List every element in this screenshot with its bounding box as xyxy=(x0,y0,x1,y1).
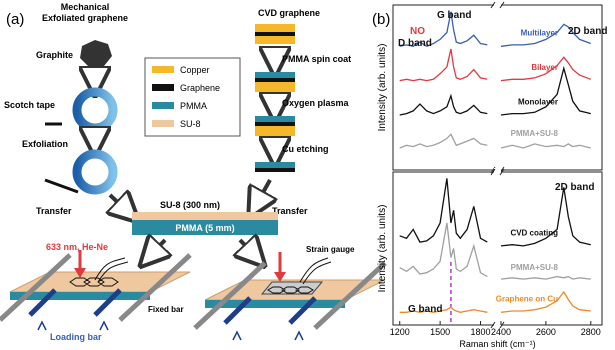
annotation: 2D band xyxy=(568,26,607,37)
series-label: CVD coating xyxy=(510,228,558,237)
axis-break xyxy=(494,1,501,9)
series-label: PMMA+SU-8 xyxy=(511,129,559,138)
legend-swatch xyxy=(152,84,174,91)
loading-bar-label: Loading bar xyxy=(50,332,102,342)
arrow xyxy=(240,240,255,256)
legend-swatch xyxy=(152,66,174,73)
spectrum-line xyxy=(399,178,591,247)
tape-strip xyxy=(44,178,79,194)
arrow xyxy=(256,179,270,205)
spectrum-line xyxy=(399,11,592,48)
series-label: Multilayer xyxy=(521,29,558,38)
x-tick-label: 2800 xyxy=(581,327,601,337)
cvd-title: CVD graphene xyxy=(258,8,320,18)
axis-break-mark xyxy=(490,168,505,329)
step-label: Transfer xyxy=(36,206,72,216)
step-label: Scotch tape xyxy=(4,100,55,110)
series-label: PMMA+SU-8 xyxy=(511,263,559,272)
y-axis-label: Intensity (arb. units) xyxy=(377,205,388,293)
legend-label: PMMA xyxy=(180,101,207,111)
step-label: Graphite xyxy=(36,50,73,60)
spectrum-line xyxy=(399,222,591,280)
legend-label: Graphene xyxy=(180,83,220,93)
x-tick-label: 2400 xyxy=(491,327,511,337)
step-label: Cu etching xyxy=(282,144,329,154)
arrow xyxy=(150,240,165,256)
mechanical-title: Mechanical Exfoliated graphene xyxy=(41,2,129,23)
legend-swatch xyxy=(152,102,174,109)
step-label: Oxygen plasma xyxy=(282,98,350,108)
series-label: Graphene on Cu xyxy=(496,295,558,304)
layer-label: SU-8 (300 nm) xyxy=(160,200,220,210)
strain-gauge-label: Strain gauge xyxy=(306,245,355,254)
series-label: Monolayer xyxy=(518,97,558,106)
pmma-layer xyxy=(132,220,278,235)
series-label: Bilayer xyxy=(531,63,558,72)
legend-label: Copper xyxy=(180,65,210,75)
setup-right xyxy=(193,252,387,341)
x-tick-label: 1500 xyxy=(430,327,450,337)
spectrum-line xyxy=(399,65,591,116)
annotation: 2D band xyxy=(555,182,594,193)
step-label: Transfer xyxy=(272,206,308,216)
x-tick-label: 1800 xyxy=(471,327,491,337)
arrow xyxy=(110,195,128,212)
panel-label: (a) xyxy=(6,11,24,28)
x-tick-label: 2600 xyxy=(536,327,556,337)
annotation: G band xyxy=(408,304,442,315)
layer-label: PMMA (5 mm) xyxy=(175,223,234,233)
title-box: Mechanical Exfoliated graphene xyxy=(41,2,129,23)
su8-layer xyxy=(132,212,278,220)
charts: Intensity (arb. units) Multilayer Bilayer M… xyxy=(377,1,607,349)
x-axis-label: Raman shift (cm⁻¹) xyxy=(459,339,535,349)
axis-break xyxy=(494,321,501,329)
x-tick-label: 1200 xyxy=(390,327,410,337)
annotation: D band xyxy=(398,38,432,49)
legend-swatch xyxy=(152,120,174,127)
axis-break-mark xyxy=(490,1,505,174)
graphite-icon xyxy=(80,40,112,66)
y-axis-label: Intensity (arb. units) xyxy=(377,44,388,132)
fixed-bar-label: Fixed bar xyxy=(148,305,184,314)
tape-roll xyxy=(72,87,118,133)
spectrum-line xyxy=(399,133,591,149)
step-label: Exfoliation xyxy=(22,139,68,149)
setup-left xyxy=(0,250,192,331)
spectrum-line xyxy=(399,48,592,82)
laser-label: 633 nm, He-Ne xyxy=(46,242,108,252)
tape-roll xyxy=(72,149,118,195)
step-label: PMMA spin coat xyxy=(282,54,351,64)
legend-label: SU-8 xyxy=(180,119,201,129)
annotation: NO xyxy=(410,26,425,37)
panel-label: (b) xyxy=(372,11,390,28)
annotation: G band xyxy=(437,10,471,21)
axis-break xyxy=(494,168,501,176)
spectrum-line xyxy=(399,290,591,313)
